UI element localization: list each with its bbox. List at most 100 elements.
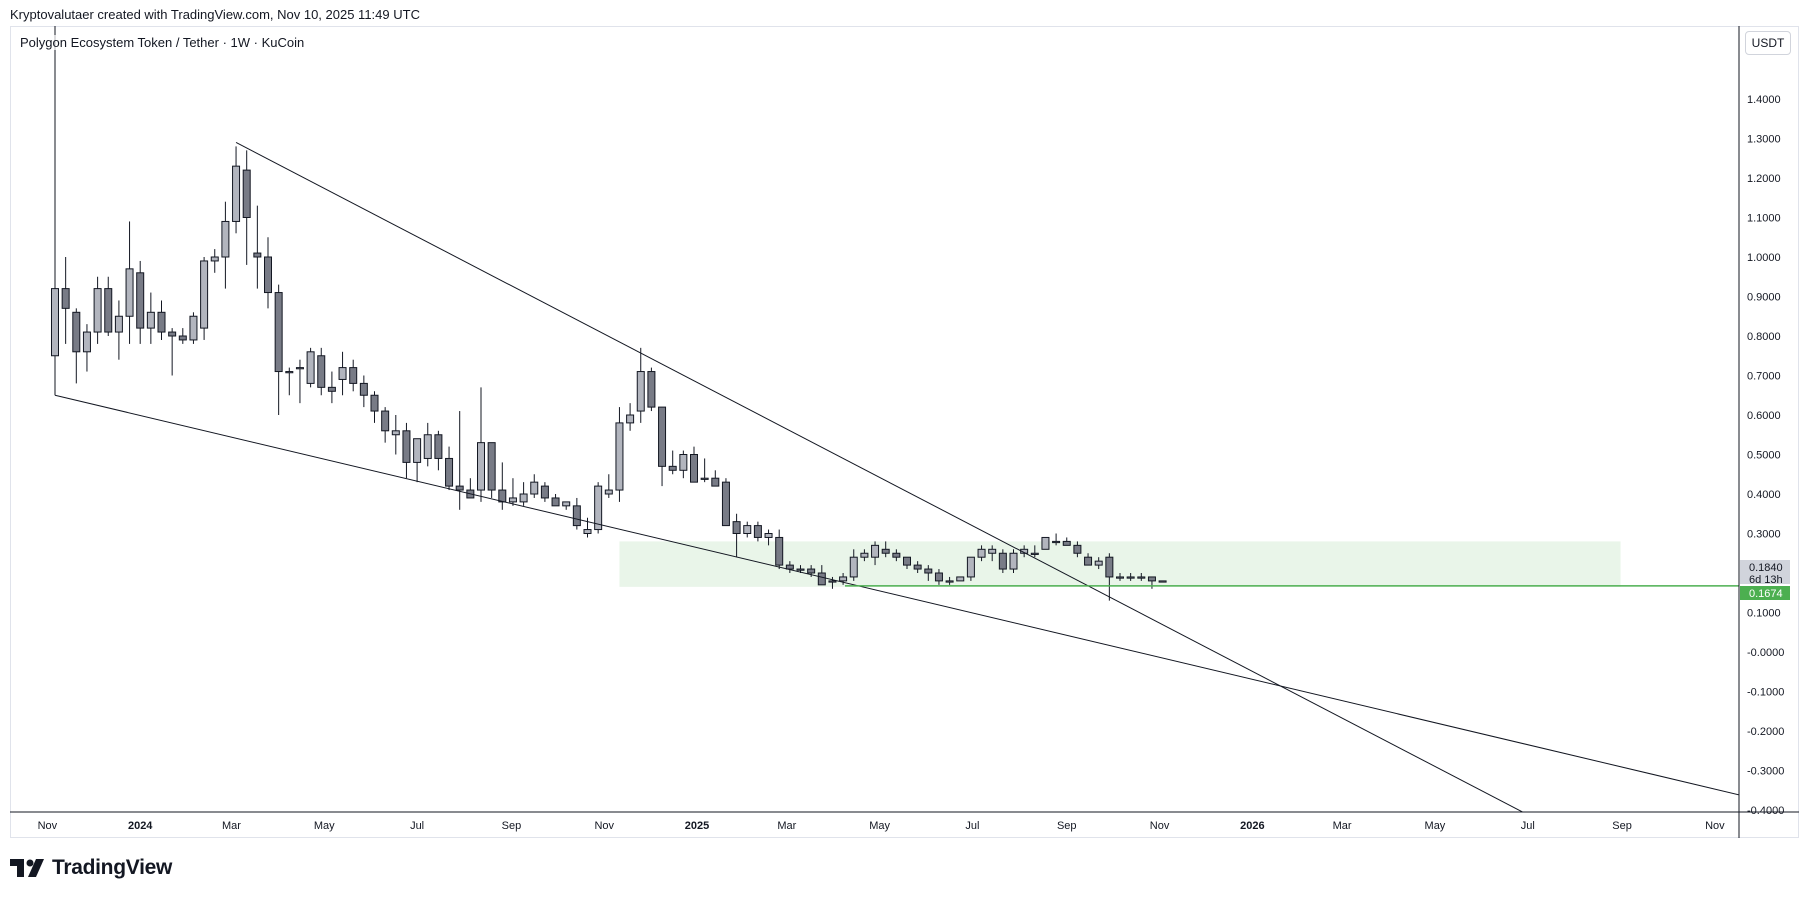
candle-body bbox=[72, 311, 81, 353]
candle-body bbox=[945, 580, 954, 583]
candle-body bbox=[881, 548, 890, 554]
time-axis: Nov 2024 Mar May Jul Sep Nov 2025 Mar May Jul Sep No… bbox=[38, 820, 1726, 832]
candle-body bbox=[700, 477, 709, 480]
candle-body bbox=[253, 252, 262, 258]
price-tick-label: 0.3000 bbox=[1747, 529, 1781, 541]
candle-body bbox=[753, 525, 762, 538]
candle-body bbox=[775, 536, 784, 566]
candle-body bbox=[626, 414, 635, 424]
currency-unit-button[interactable]: USDT bbox=[1745, 31, 1791, 55]
descending-resistance bbox=[235, 142, 1524, 812]
candle-body bbox=[285, 371, 294, 374]
candle-body bbox=[477, 442, 485, 491]
price-tick-label: -0.1000 bbox=[1747, 687, 1784, 699]
candle-body bbox=[114, 315, 123, 333]
candle-body bbox=[210, 256, 219, 262]
candle-body bbox=[817, 572, 826, 586]
candle-body bbox=[370, 394, 379, 412]
price-tick-label: 1.0000 bbox=[1747, 252, 1781, 264]
candle-body bbox=[242, 169, 251, 219]
time-tick-label: May bbox=[314, 820, 335, 832]
time-tick-label: Jul bbox=[1521, 820, 1535, 832]
candle-body bbox=[647, 371, 656, 408]
candle-body bbox=[849, 556, 858, 578]
candle-body bbox=[1084, 556, 1093, 566]
chart-attribution: Kryptovalutaer created with TradingView.… bbox=[10, 7, 420, 22]
candle-body bbox=[785, 564, 794, 570]
candle-body bbox=[1073, 544, 1082, 554]
price-tick-label: -0.0000 bbox=[1747, 647, 1784, 659]
candle-body bbox=[381, 410, 390, 432]
candle-body bbox=[93, 288, 102, 333]
candle-body bbox=[221, 220, 230, 258]
candle-body bbox=[658, 406, 667, 467]
candle-body bbox=[264, 256, 272, 294]
candle-body bbox=[423, 434, 432, 459]
candle-body bbox=[551, 497, 560, 507]
candle-body bbox=[892, 552, 901, 558]
support-level-tag-bg bbox=[1740, 586, 1790, 600]
candle-body bbox=[1041, 536, 1050, 550]
candle-body bbox=[1137, 576, 1146, 579]
price-tick-label: 0.7000 bbox=[1747, 371, 1781, 383]
candle-body bbox=[274, 292, 283, 373]
candle-body bbox=[998, 552, 1007, 570]
candle-body bbox=[1030, 552, 1039, 555]
candle-body bbox=[764, 533, 773, 538]
price-tick-label: 0.5000 bbox=[1747, 450, 1781, 462]
candle-body bbox=[157, 311, 166, 333]
candle-body bbox=[615, 422, 624, 491]
candle-body bbox=[82, 331, 91, 353]
candle-body bbox=[125, 268, 134, 317]
tradingview-logo-icon bbox=[10, 859, 44, 877]
last-price-tag: 0.1840 bbox=[1749, 562, 1783, 574]
time-tick-label: Sep bbox=[1057, 820, 1077, 832]
price-axis: 1.4000 1.3000 1.2000 1.1000 1.0000 0.9000 0.80… bbox=[1747, 94, 1784, 817]
candle-body bbox=[1158, 580, 1167, 583]
tradingview-logo-text: TradingView bbox=[52, 856, 173, 879]
candle-body bbox=[1094, 560, 1103, 566]
candle-body bbox=[668, 465, 677, 471]
candle-body bbox=[807, 568, 816, 574]
price-tick-label: -0.4000 bbox=[1747, 805, 1784, 817]
candle-body bbox=[1062, 540, 1071, 546]
candle-body bbox=[572, 505, 581, 527]
price-tick-label: 1.1000 bbox=[1747, 213, 1781, 225]
time-tick-label: Jul bbox=[965, 820, 979, 832]
candle-body bbox=[934, 572, 943, 582]
candle-body bbox=[562, 501, 571, 507]
candle-body bbox=[136, 272, 145, 329]
symbol-title[interactable]: Polygon Ecosystem Token / Tether · 1W · … bbox=[18, 35, 307, 50]
price-tick-label: -0.2000 bbox=[1747, 726, 1784, 738]
time-tick-label: Mar bbox=[1333, 820, 1352, 832]
candle-body bbox=[828, 580, 837, 583]
support-level-tag: 0.1674 bbox=[1749, 588, 1783, 600]
chart-frame bbox=[10, 26, 1799, 838]
candle-body bbox=[327, 386, 336, 392]
candle-body bbox=[796, 568, 805, 571]
candle-body bbox=[232, 165, 241, 222]
price-tick-label: 0.1000 bbox=[1747, 608, 1781, 620]
candle-body bbox=[391, 430, 400, 436]
time-tick-label: May bbox=[1425, 820, 1446, 832]
time-tick-label: Sep bbox=[1612, 820, 1632, 832]
tradingview-logo[interactable]: TradingView bbox=[10, 853, 172, 883]
candle-body bbox=[977, 548, 986, 558]
candles-layer bbox=[51, 26, 1167, 601]
candle-body bbox=[498, 489, 507, 503]
descending-support bbox=[54, 394, 1739, 796]
trendlines-layer bbox=[54, 142, 1739, 812]
time-tick-label: 2025 bbox=[685, 820, 709, 832]
candle-body bbox=[1105, 556, 1114, 578]
price-tick-label: 0.9000 bbox=[1747, 292, 1781, 304]
candle-body bbox=[956, 576, 965, 582]
price-tick-label: 0.6000 bbox=[1747, 410, 1781, 422]
candle-body bbox=[860, 552, 869, 558]
time-tick-label: Nov bbox=[1705, 820, 1725, 832]
candle-body bbox=[434, 434, 443, 459]
candle-body bbox=[540, 485, 549, 499]
time-tick-label: May bbox=[869, 820, 890, 832]
time-tick-label: Jul bbox=[410, 820, 424, 832]
candle-body bbox=[839, 576, 848, 582]
